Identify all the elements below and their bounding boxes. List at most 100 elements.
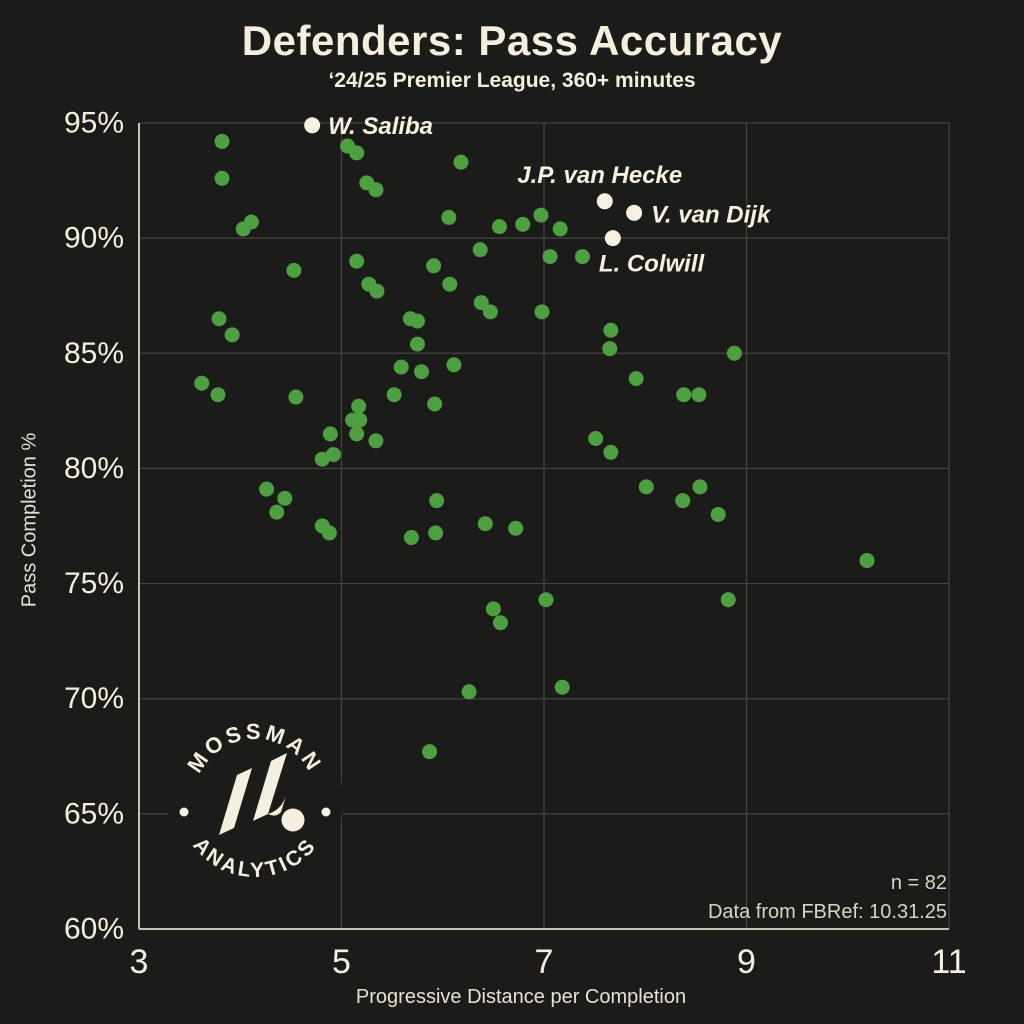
data-point — [243, 214, 259, 230]
data-point — [194, 375, 210, 391]
data-point — [675, 493, 691, 509]
point-annotation: L. Colwill — [599, 251, 706, 278]
data-point — [603, 444, 619, 460]
data-point — [224, 327, 240, 343]
data-point — [638, 479, 654, 495]
data-point — [533, 207, 549, 223]
x-tick-label: 5 — [332, 943, 351, 981]
logo-mark-bar — [219, 768, 252, 835]
data-point — [428, 525, 444, 541]
data-point — [409, 336, 425, 352]
data-point — [574, 249, 590, 265]
y-tick-label: 65% — [64, 797, 124, 830]
data-point — [477, 516, 493, 532]
y-tick-label: 60% — [64, 913, 124, 946]
y-tick-label: 85% — [64, 337, 124, 370]
data-point — [325, 447, 341, 463]
data-point — [321, 525, 337, 541]
y-tick-label: 75% — [64, 567, 124, 600]
data-point — [603, 322, 619, 338]
data-point — [259, 481, 275, 497]
point-annotation: J.P. van Hecke — [517, 162, 682, 189]
logo-mark-bar — [253, 753, 287, 821]
x-tick-label: 3 — [130, 943, 149, 981]
data-point — [368, 433, 384, 449]
data-point — [552, 221, 568, 237]
data-point — [352, 412, 368, 428]
x-tick-label: 9 — [737, 943, 756, 981]
data-point — [210, 387, 226, 403]
data-point — [422, 744, 438, 760]
y-tick-label: 70% — [64, 682, 124, 715]
data-point — [538, 592, 554, 608]
data-point — [602, 341, 618, 357]
data-point — [628, 371, 644, 387]
data-point — [393, 359, 409, 375]
data-point — [409, 313, 425, 329]
data-point — [214, 133, 230, 149]
x-axis-title: Progressive Distance per Completion — [355, 986, 687, 1008]
y-axis-title: Pass Completion % — [18, 432, 41, 608]
data-point — [453, 154, 469, 170]
data-point — [461, 684, 477, 700]
data-point — [485, 601, 501, 617]
sample-size-note: n = 82 — [890, 872, 947, 894]
data-point — [368, 182, 384, 198]
data-point — [588, 430, 604, 446]
data-point — [426, 258, 442, 274]
y-tick-label: 90% — [64, 222, 124, 255]
data-point — [859, 553, 875, 569]
data-point — [441, 209, 457, 225]
data-point — [277, 490, 293, 506]
data-point — [473, 295, 489, 311]
data-point — [492, 615, 508, 631]
x-tick-label: 11 — [931, 943, 966, 981]
chart-subtitle: ‘24/25 Premier League, 360+ minutes — [328, 69, 696, 92]
data-point — [427, 396, 443, 412]
data-point — [491, 219, 507, 235]
data-point — [211, 311, 227, 327]
x-tick-label: 7 — [535, 943, 554, 981]
point-annotation: W. Saliba — [328, 113, 433, 140]
data-point — [286, 262, 302, 278]
point-annotation: V. van Dijk — [651, 201, 772, 228]
data-point — [288, 389, 304, 405]
logo-mark-dot — [281, 808, 305, 832]
data-point — [442, 276, 458, 292]
data-point — [369, 283, 385, 299]
data-point — [472, 242, 488, 258]
data-point — [554, 679, 570, 695]
data-point — [508, 520, 524, 536]
data-point — [515, 216, 531, 232]
data-point — [413, 364, 429, 380]
highlighted-data-point — [596, 193, 613, 210]
data-point — [349, 145, 365, 161]
data-point — [692, 479, 708, 495]
chart-title: Defenders: Pass Accuracy — [241, 17, 783, 64]
data-point — [482, 304, 498, 320]
highlighted-data-point — [626, 204, 643, 221]
data-point — [429, 493, 445, 509]
logo-left-dot — [179, 807, 189, 817]
y-tick-label: 95% — [64, 107, 124, 140]
highlighted-data-point — [604, 230, 621, 247]
logo-right-dot — [321, 807, 331, 817]
y-tick-label: 80% — [64, 452, 124, 485]
data-point — [691, 387, 707, 403]
data-point — [710, 506, 726, 522]
data-point — [269, 504, 285, 520]
logo-background — [167, 712, 343, 888]
data-point — [446, 357, 462, 373]
data-point — [349, 426, 365, 442]
highlighted-data-point — [304, 117, 321, 134]
data-point — [720, 592, 736, 608]
data-point — [542, 249, 558, 265]
data-point — [676, 387, 692, 403]
data-point — [403, 530, 419, 546]
data-point — [322, 426, 338, 442]
data-point — [349, 253, 365, 269]
data-point — [351, 398, 367, 414]
